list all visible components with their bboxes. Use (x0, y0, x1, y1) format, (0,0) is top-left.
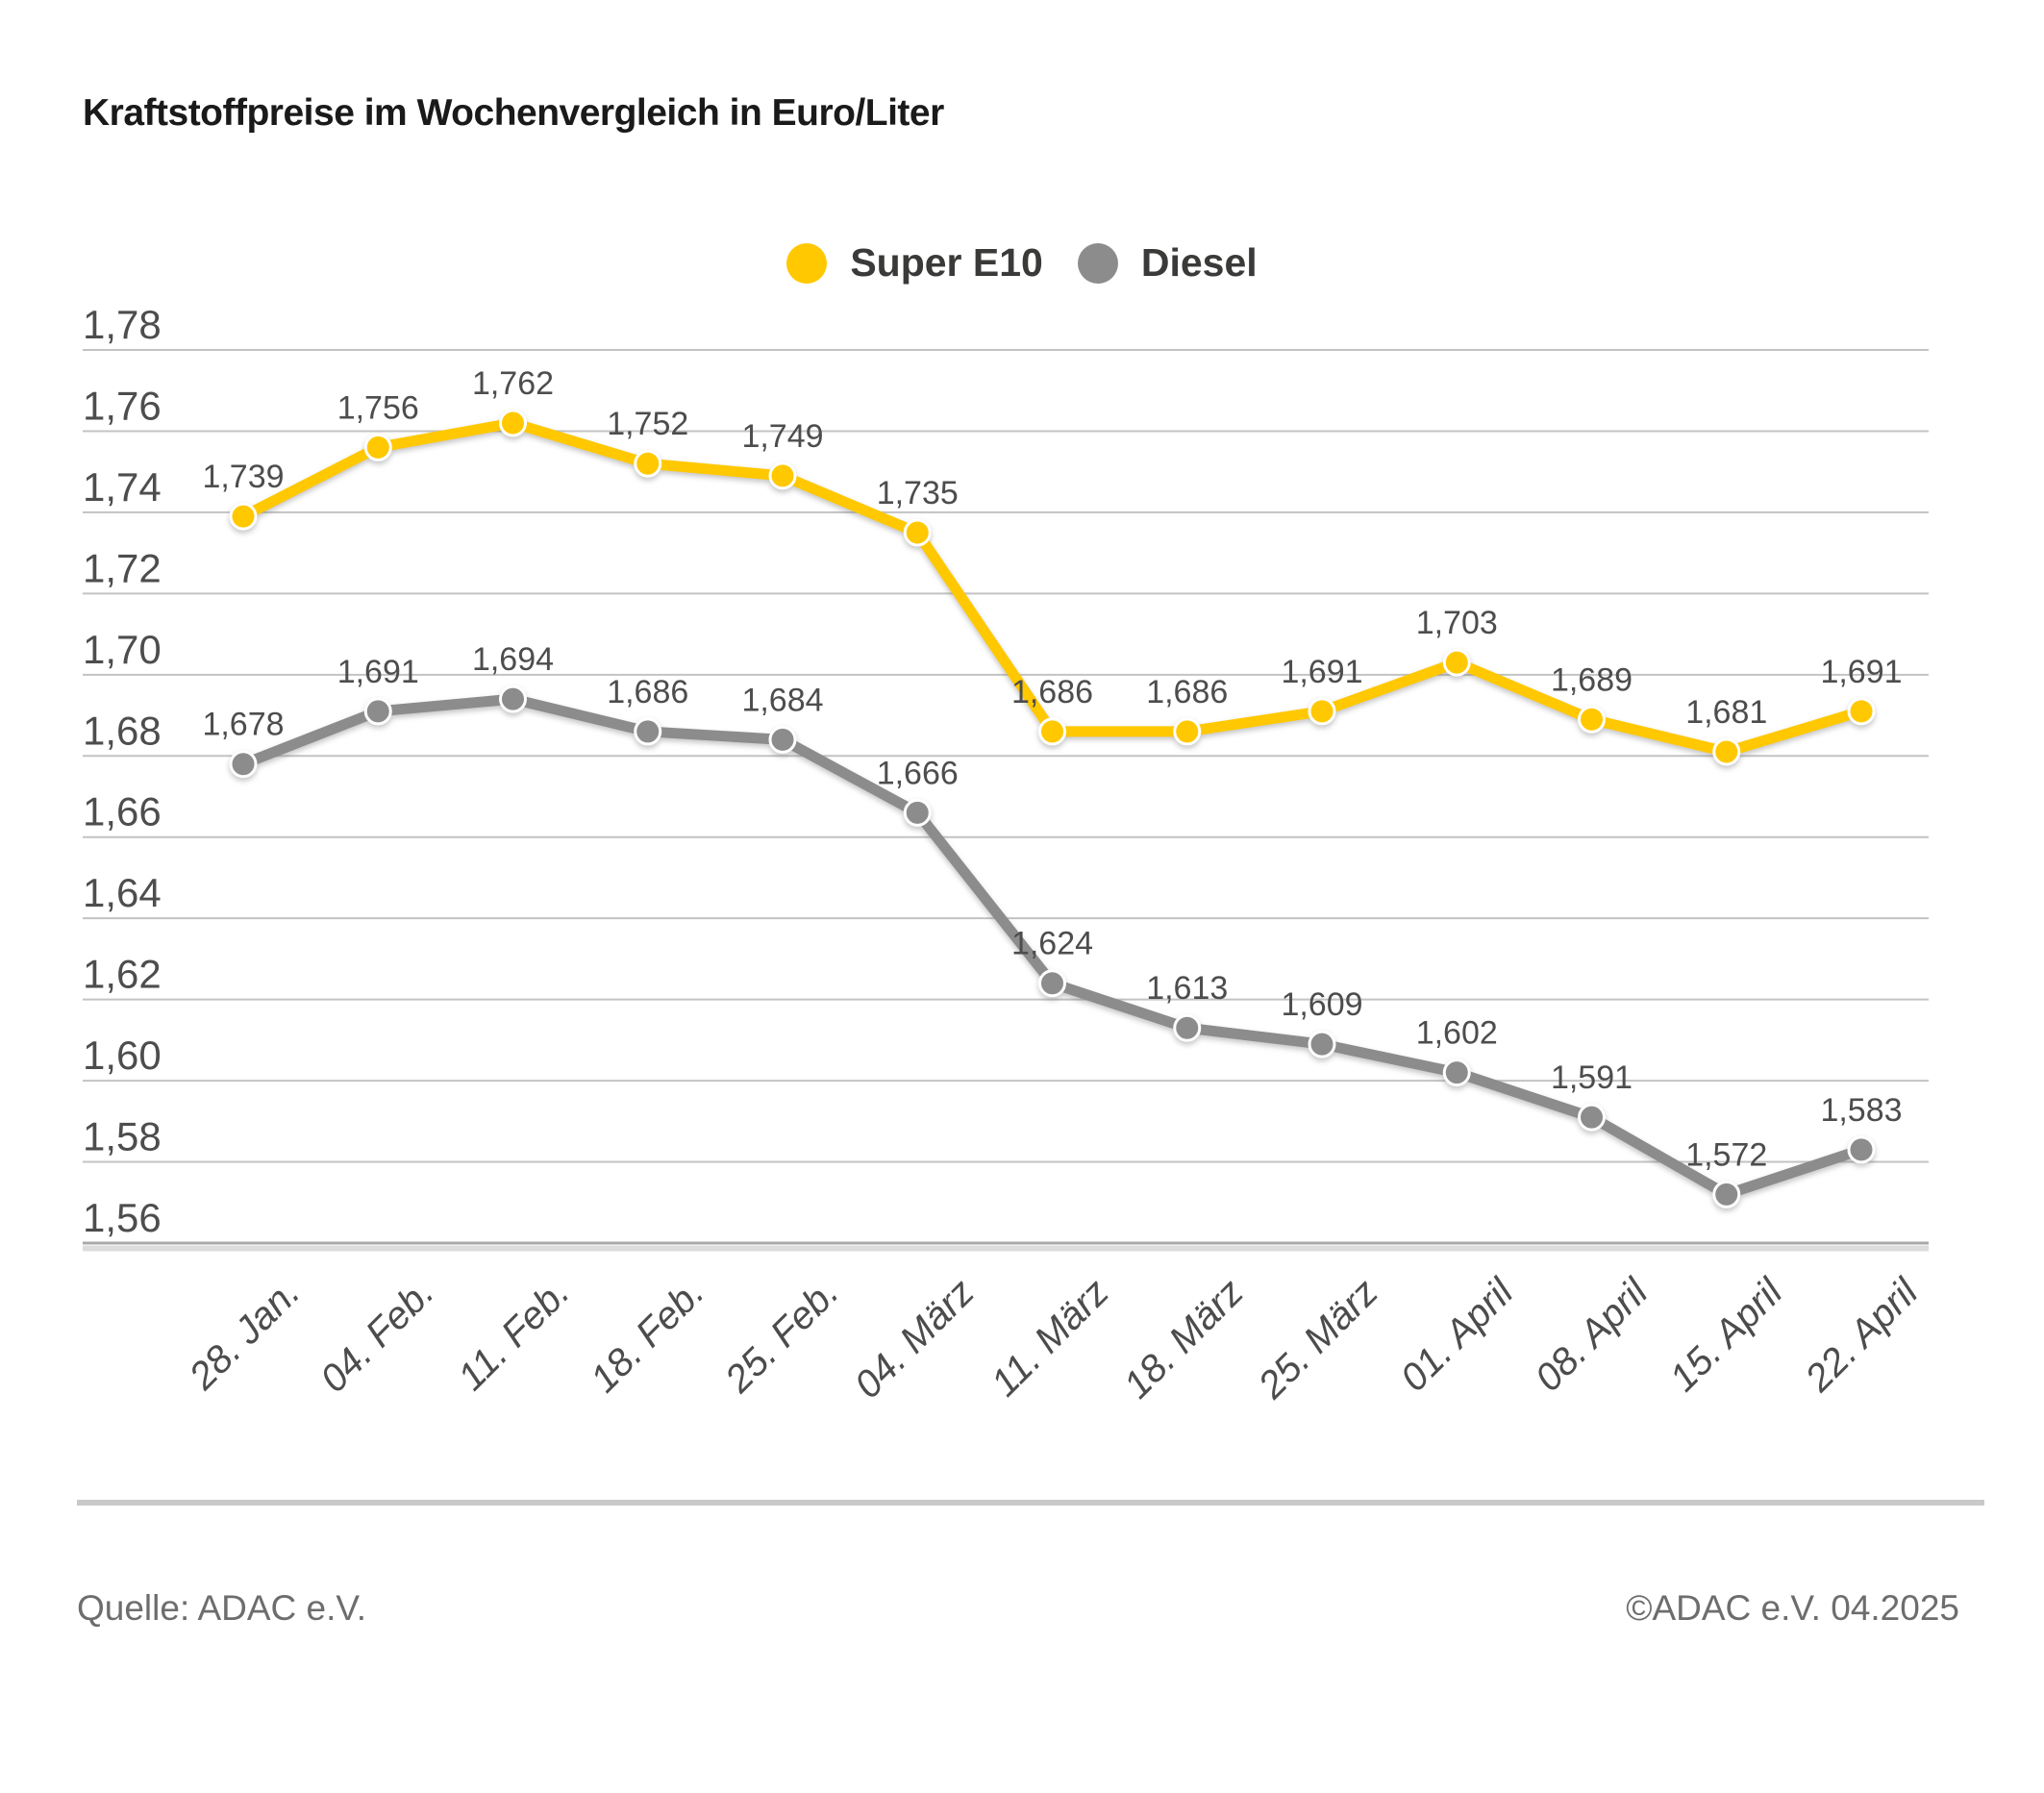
data-label-super-e10: 1,739 (202, 459, 284, 495)
point-super-e10 (1712, 737, 1741, 766)
point-super-e10 (1578, 705, 1606, 734)
data-label-diesel: 1,678 (202, 707, 284, 743)
point-super-e10 (363, 433, 392, 461)
data-label-diesel: 1,602 (1416, 1015, 1498, 1052)
gridlines: 1,78 1,76 1,74 1,72 1,70 1,68 1,66 1,64 1,62 1,60… (83, 302, 1929, 1252)
point-diesel (1173, 1013, 1202, 1042)
y-axis-tick-label: 1,68 (83, 708, 162, 753)
point-diesel (903, 798, 932, 827)
y-axis-tick-label: 1,76 (83, 383, 162, 428)
y-axis-tick-label: 1,58 (83, 1114, 162, 1159)
data-labels-super-e10: 1,739 1,756 1,762 1,752 1,749 1,735 1,686 1,686… (202, 365, 1902, 731)
y-axis-tick-label: 1,74 (83, 464, 162, 510)
point-diesel (363, 697, 392, 726)
y-axis-tick-label: 1,78 (83, 302, 162, 347)
series-diesel (229, 685, 1876, 1208)
source-note: Quelle: ADAC e.V. (77, 1588, 366, 1628)
data-label-diesel: 1,591 (1551, 1059, 1633, 1096)
data-label-diesel: 1,686 (607, 674, 688, 710)
legend-label-super-e10: Super E10 (850, 240, 1043, 285)
legend-dot-diesel-icon (1077, 242, 1118, 284)
point-super-e10 (768, 461, 797, 490)
legend-item-diesel: Diesel (1077, 240, 1258, 286)
point-diesel (229, 750, 258, 779)
data-label-super-e10: 1,681 (1685, 694, 1767, 731)
data-label-super-e10: 1,689 (1551, 661, 1633, 698)
y-axis-tick-label: 1,72 (83, 545, 162, 590)
point-diesel (1442, 1058, 1471, 1087)
point-super-e10 (1308, 697, 1336, 726)
legend: Super E10 Diesel (0, 240, 2044, 286)
point-diesel (1308, 1030, 1336, 1058)
point-diesel (634, 717, 662, 746)
legend-dot-super-e10-icon (786, 242, 828, 284)
legend-label-diesel: Diesel (1140, 240, 1258, 285)
chart-title: Kraftstoffpreise im Wochenvergleich in E… (83, 92, 944, 134)
data-label-diesel: 1,572 (1685, 1136, 1767, 1173)
y-axis-tick-label: 1,66 (83, 789, 162, 834)
point-diesel (1712, 1180, 1741, 1208)
point-diesel (1847, 1135, 1876, 1164)
data-label-diesel: 1,684 (741, 682, 823, 718)
point-diesel (768, 725, 797, 754)
y-axis-tick-label: 1,62 (83, 952, 162, 997)
data-label-diesel: 1,583 (1820, 1092, 1902, 1129)
point-super-e10 (1442, 648, 1471, 677)
data-label-super-e10: 1,691 (1281, 654, 1362, 690)
data-label-super-e10: 1,749 (741, 418, 823, 455)
data-label-diesel: 1,694 (472, 641, 554, 678)
y-axis-tick-label: 1,56 (83, 1195, 162, 1240)
footer-divider (77, 1500, 1984, 1506)
data-label-super-e10: 1,735 (877, 475, 959, 511)
axis-baseline-band (83, 1245, 1929, 1252)
data-label-super-e10: 1,686 (1146, 674, 1228, 710)
point-super-e10 (499, 409, 527, 437)
data-label-diesel: 1,666 (877, 755, 959, 791)
fuel-price-line-chart: 1,78 1,76 1,74 1,72 1,70 1,68 1,66 1,64 1,62 1,60… (83, 302, 1929, 1252)
data-label-diesel: 1,609 (1281, 986, 1362, 1023)
data-label-super-e10: 1,756 (337, 389, 419, 426)
y-axis-tick-label: 1,60 (83, 1033, 162, 1078)
point-diesel (1578, 1103, 1606, 1132)
data-label-diesel: 1,624 (1011, 926, 1093, 962)
data-label-super-e10: 1,762 (472, 365, 554, 402)
point-super-e10 (1173, 717, 1202, 746)
y-axis-tick-label: 1,64 (83, 870, 162, 915)
data-label-super-e10: 1,752 (607, 406, 688, 442)
point-super-e10 (634, 449, 662, 478)
y-axis-tick-label: 1,70 (83, 627, 162, 672)
series-super-e10 (229, 409, 1876, 766)
point-super-e10 (903, 518, 932, 547)
data-label-diesel: 1,691 (337, 654, 419, 690)
point-diesel (1038, 969, 1066, 998)
data-label-diesel: 1,613 (1146, 970, 1228, 1007)
point-super-e10 (1847, 697, 1876, 726)
data-label-super-e10: 1,691 (1820, 654, 1902, 690)
data-label-super-e10: 1,686 (1011, 674, 1093, 710)
data-label-super-e10: 1,703 (1416, 605, 1498, 641)
point-diesel (499, 685, 527, 713)
data-labels-diesel: 1,678 1,691 1,694 1,686 1,684 1,666 1,624 1,613… (202, 641, 1902, 1173)
point-super-e10 (229, 502, 258, 531)
point-super-e10 (1038, 717, 1066, 746)
legend-item-super-e10: Super E10 (786, 240, 1043, 286)
copyright-note: ©ADAC e.V. 04.2025 (1626, 1588, 1959, 1628)
